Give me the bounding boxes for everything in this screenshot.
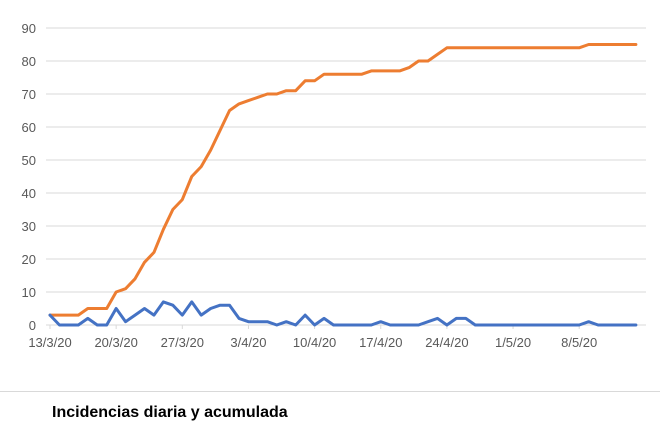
y-tick-label: 40 xyxy=(22,186,36,201)
x-tick-label: 10/4/20 xyxy=(293,335,336,350)
y-tick-label: 90 xyxy=(22,21,36,36)
y-tick-label: 60 xyxy=(22,120,36,135)
series-line-cumulative xyxy=(48,43,638,317)
x-tick-label: 8/5/20 xyxy=(561,335,597,350)
series-line-daily xyxy=(48,300,638,327)
x-tick-label: 27/3/20 xyxy=(161,335,204,350)
divider xyxy=(0,391,660,392)
y-tick-label: 20 xyxy=(22,252,36,267)
y-tick-label: 0 xyxy=(29,318,36,333)
x-tick-label: 20/3/20 xyxy=(94,335,137,350)
y-tick-label: 50 xyxy=(22,153,36,168)
chart-caption: Incidencias diaria y acumulada xyxy=(52,404,288,421)
y-tick-label: 10 xyxy=(22,285,36,300)
y-tick-label: 80 xyxy=(22,54,36,69)
x-tick-label: 24/4/20 xyxy=(425,335,468,350)
x-tick-label: 13/3/20 xyxy=(28,335,71,350)
y-tick-label: 30 xyxy=(22,219,36,234)
x-tick-label: 17/4/20 xyxy=(359,335,402,350)
x-tick-label: 1/5/20 xyxy=(495,335,531,350)
x-tick-label: 3/4/20 xyxy=(230,335,266,350)
y-tick-label: 70 xyxy=(22,87,36,102)
